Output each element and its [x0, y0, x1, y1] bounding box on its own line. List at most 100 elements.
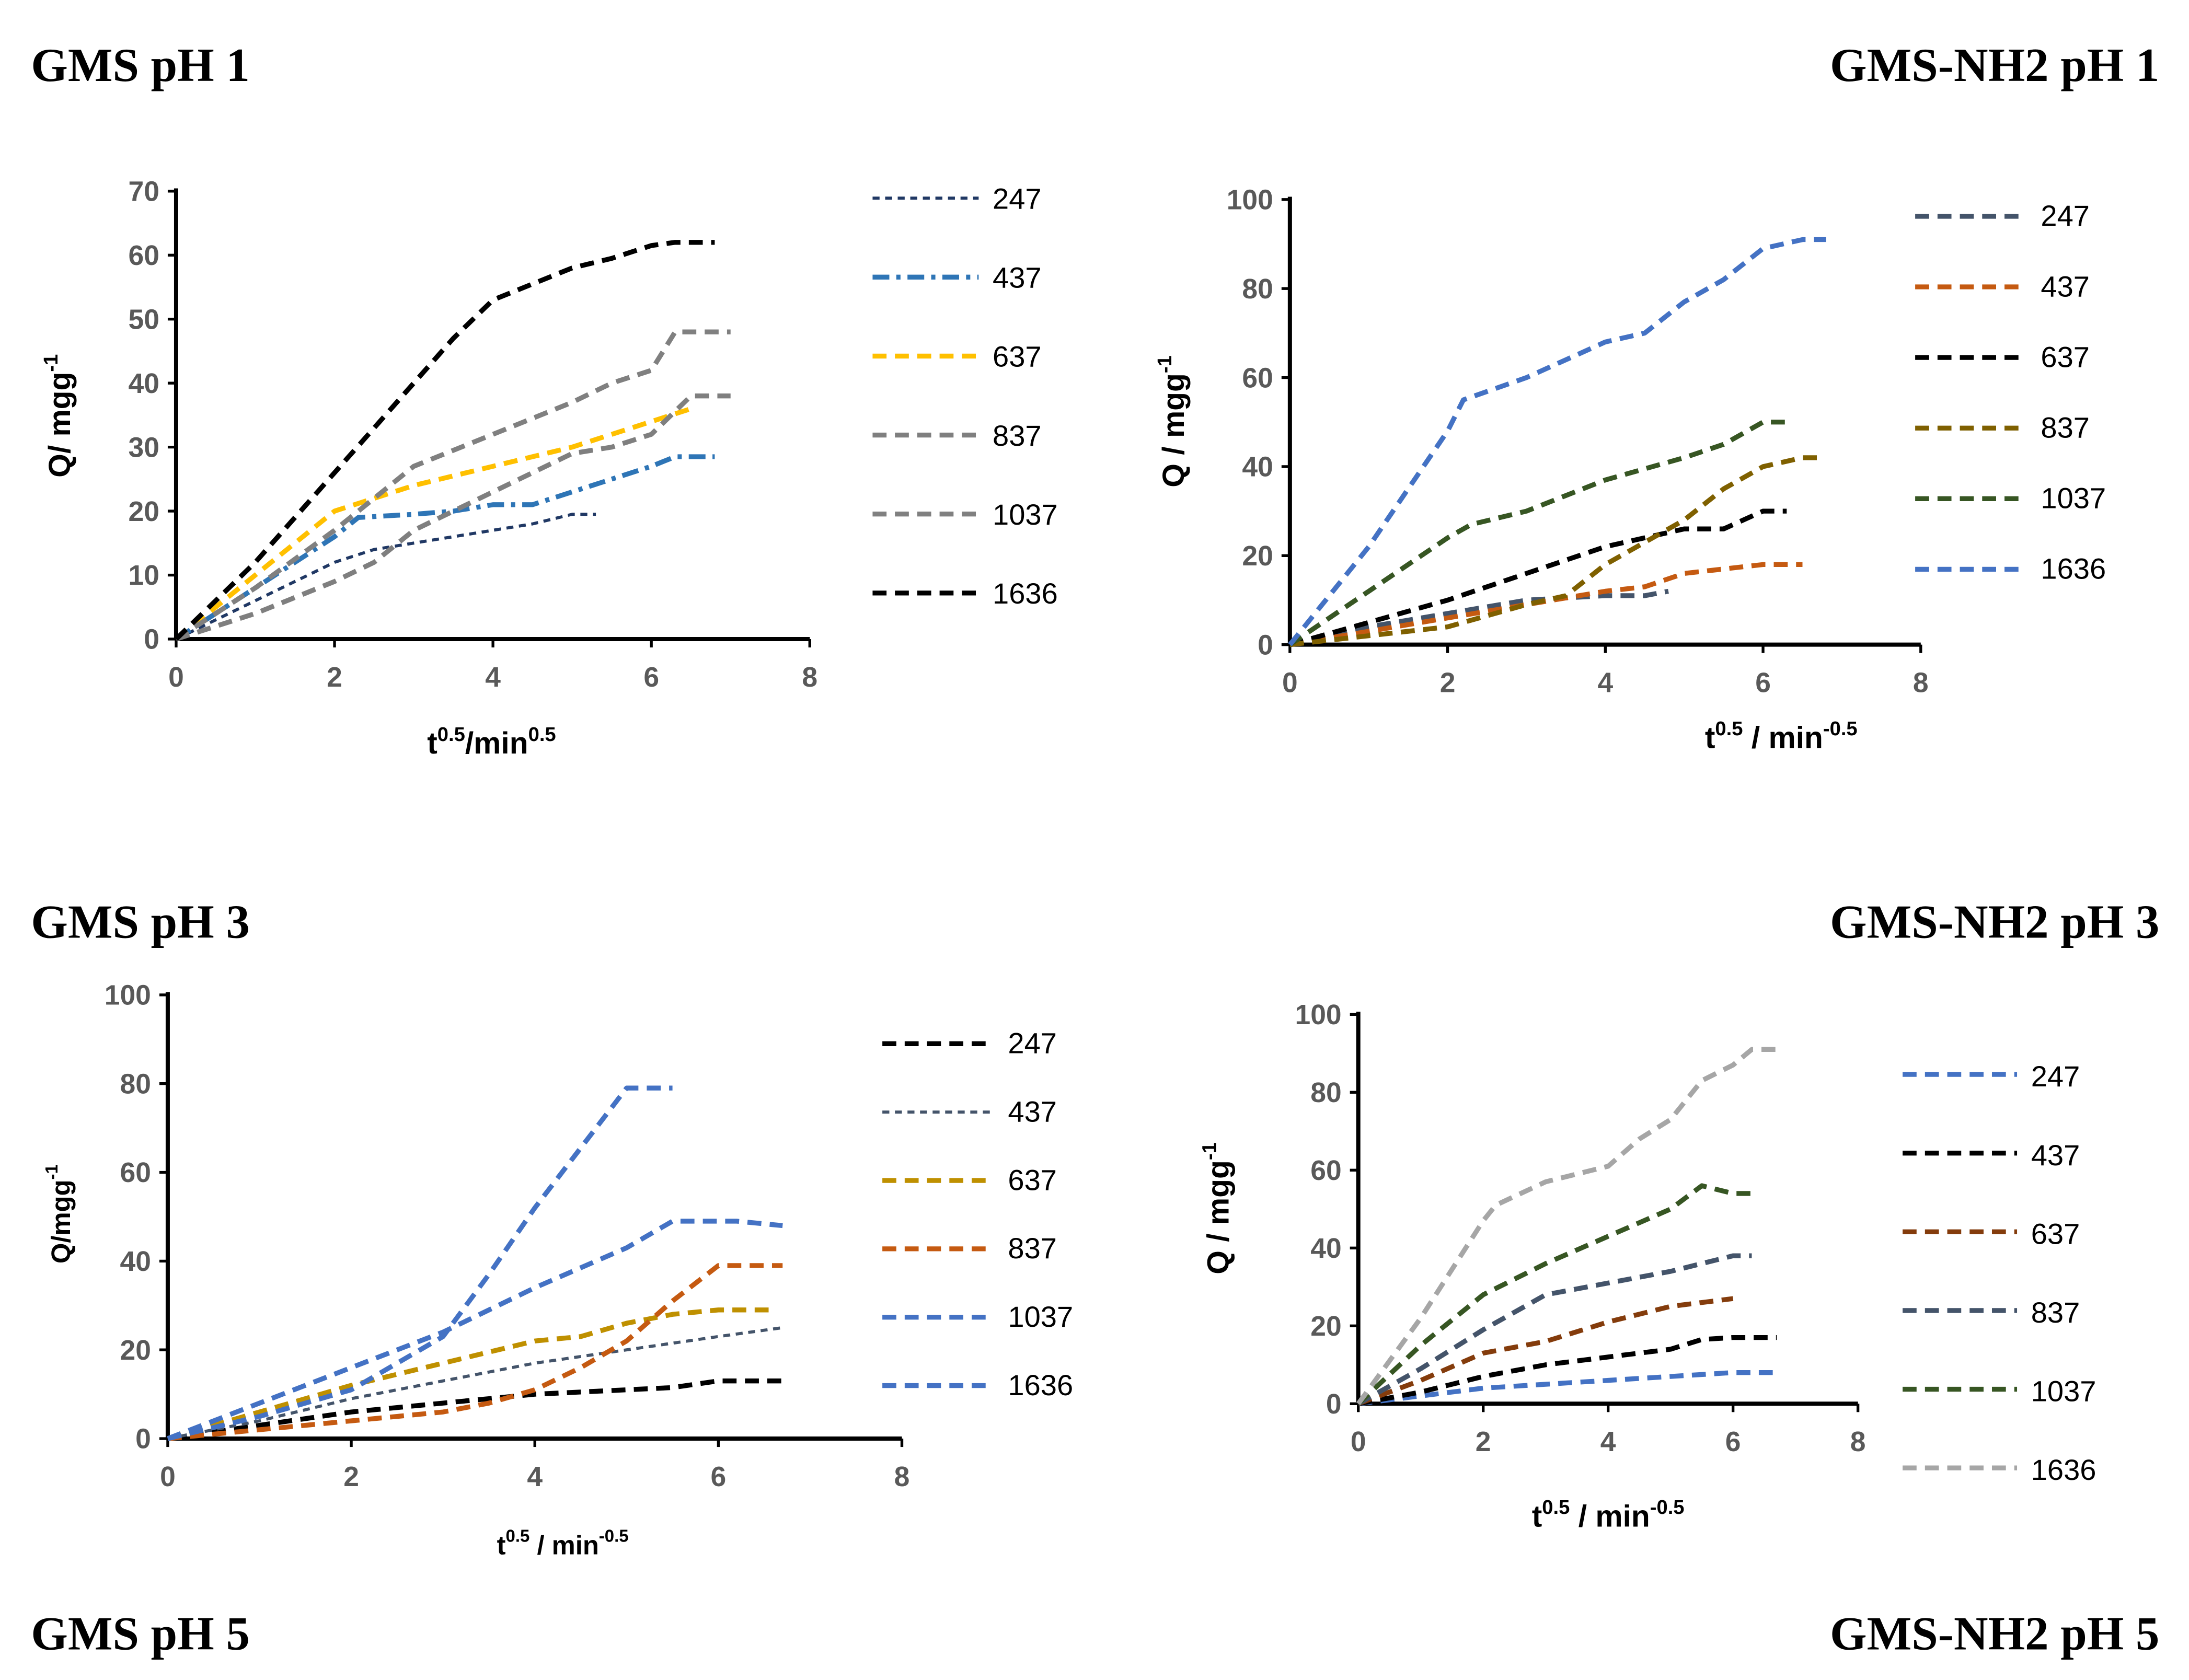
series-line [175, 329, 731, 641]
series-line [1356, 1047, 1777, 1406]
y-tick-label: 100 [105, 980, 151, 1011]
chart: 0 20 40 60 80 100 0 2 4 6 8 t0.5 / min-0.5 Q / mgg-1… [1154, 185, 2106, 755]
legend-label: 247 [1008, 1027, 1057, 1060]
legend-label: 1037 [993, 498, 1058, 531]
series-line [1288, 420, 1787, 647]
x-axis-label-part: 0.5 [1715, 717, 1743, 740]
y-tick-label: 100 [1227, 185, 1273, 216]
x-tick-label: 2 [1476, 1427, 1491, 1457]
series-line [1357, 1335, 1777, 1406]
x-tick-label: 4 [1600, 1427, 1616, 1457]
legend-label: 1636 [1008, 1369, 1073, 1401]
legend-label: 1636 [2041, 552, 2106, 585]
y-axis-label-part: Q/mgg [46, 1179, 76, 1264]
x-tick-label: 8 [894, 1462, 910, 1492]
legend-label: 837 [2031, 1296, 2080, 1329]
legend-label: 437 [2031, 1139, 2080, 1172]
y-axis-label-part: Q / mgg [1157, 373, 1191, 488]
series-line [175, 454, 715, 641]
x-tick-label: 4 [485, 662, 501, 693]
series-line [1289, 508, 1787, 647]
series-line [167, 1378, 783, 1441]
y-axis-label-part: -1 [1198, 1142, 1220, 1160]
panel-title: GMS pH 1 [31, 39, 250, 91]
y-axis-label-part: Q/ mgg [43, 372, 77, 478]
y-tick-label: 80 [1242, 274, 1273, 305]
legend-label: 437 [1008, 1095, 1057, 1128]
legend-label: 247 [993, 182, 1042, 215]
y-tick-label: 20 [129, 496, 159, 527]
legend-label: 637 [993, 340, 1042, 373]
panel-title: GMS-NH2 pH 3 [1830, 895, 2159, 948]
legend-label: 247 [2041, 199, 2090, 232]
x-axis-label-part: / min [529, 1531, 598, 1560]
panel-title: GMS pH 3 [31, 895, 250, 948]
y-tick-label: 40 [1310, 1233, 1341, 1264]
legend-label: 437 [993, 261, 1042, 294]
x-axis-label-part: 0.5 [506, 1526, 530, 1546]
x-tick-label: 6 [1755, 667, 1771, 698]
series-line [167, 1326, 783, 1440]
x-axis-label-part: /min [465, 726, 528, 760]
x-tick-label: 8 [1913, 667, 1929, 698]
x-tick-label: 2 [327, 662, 342, 693]
series-line [1357, 1253, 1752, 1406]
legend-label: 637 [2031, 1217, 2080, 1250]
x-tick-label: 6 [1725, 1427, 1741, 1457]
y-axis-label-part: -1 [42, 1164, 61, 1179]
x-axis-label-part: 0.5 [437, 723, 465, 746]
series-line [167, 1263, 783, 1441]
x-axis-label-part: 0.5 [1542, 1496, 1570, 1519]
y-tick-label: 60 [120, 1157, 151, 1188]
y-tick-label: 50 [129, 304, 159, 335]
panel-title: GMS-NH2 pH 5 [1830, 1607, 2159, 1660]
series-line [167, 1219, 783, 1441]
series-line [1289, 588, 1669, 647]
y-tick-label: 40 [1242, 452, 1273, 483]
panel-title: GMS pH 5 [31, 1607, 250, 1660]
x-tick-label: 6 [711, 1462, 727, 1492]
legend-label: 637 [2041, 340, 2090, 373]
x-tick-label: 0 [1351, 1427, 1366, 1457]
legend-label: 247 [2031, 1060, 2080, 1093]
y-axis-label: Q / mgg-1 [1154, 355, 1191, 488]
x-axis-label-part: -0.5 [1650, 1496, 1685, 1519]
series-line [1358, 1370, 1777, 1406]
y-axis-label: Q / mgg-1 [1198, 1142, 1235, 1275]
y-tick-label: 0 [1258, 630, 1273, 661]
legend-label: 1636 [993, 577, 1058, 610]
x-axis-label-part: -0.5 [1823, 717, 1858, 740]
y-tick-label: 0 [144, 624, 159, 655]
x-tick-label: 8 [802, 662, 817, 693]
x-axis-label-part: t [1532, 1499, 1542, 1533]
x-tick-label: 2 [1440, 667, 1456, 698]
y-tick-label: 60 [129, 240, 159, 271]
series-line [175, 513, 596, 641]
x-axis-label-part: 0.5 [528, 723, 556, 746]
chart: 0 20 40 60 80 100 0 2 4 6 8 t0.5 / min-0.5 Q/mgg-1 24… [42, 980, 1073, 1560]
y-tick-label: 40 [129, 368, 159, 399]
legend-label: 437 [2041, 270, 2090, 303]
legend-label: 1037 [2031, 1375, 2096, 1408]
y-tick-label: 70 [129, 177, 159, 207]
series-line [175, 406, 692, 641]
x-axis-label-part: t [427, 726, 437, 760]
legend-label: 637 [1008, 1163, 1057, 1196]
legend-label: 837 [993, 419, 1042, 452]
y-axis-label: Q/mgg-1 [42, 1164, 76, 1264]
x-tick-label: 6 [643, 662, 659, 693]
x-axis-label: t0.5 / min-0.5 [1705, 717, 1858, 755]
x-axis-label: t0.5/min0.5 [427, 723, 556, 760]
x-axis-label: t0.5 / min-0.5 [497, 1526, 629, 1560]
y-tick-label: 30 [129, 432, 159, 463]
series-line [175, 393, 731, 642]
legend-label: 1037 [1008, 1300, 1073, 1333]
x-tick-label: 4 [527, 1462, 543, 1492]
x-tick-label: 0 [160, 1462, 176, 1492]
series-line [1288, 237, 1826, 646]
y-axis-label: Q/ mgg-1 [40, 354, 77, 478]
x-axis-label-part: / min [1570, 1499, 1650, 1533]
x-tick-label: 0 [1282, 667, 1298, 698]
